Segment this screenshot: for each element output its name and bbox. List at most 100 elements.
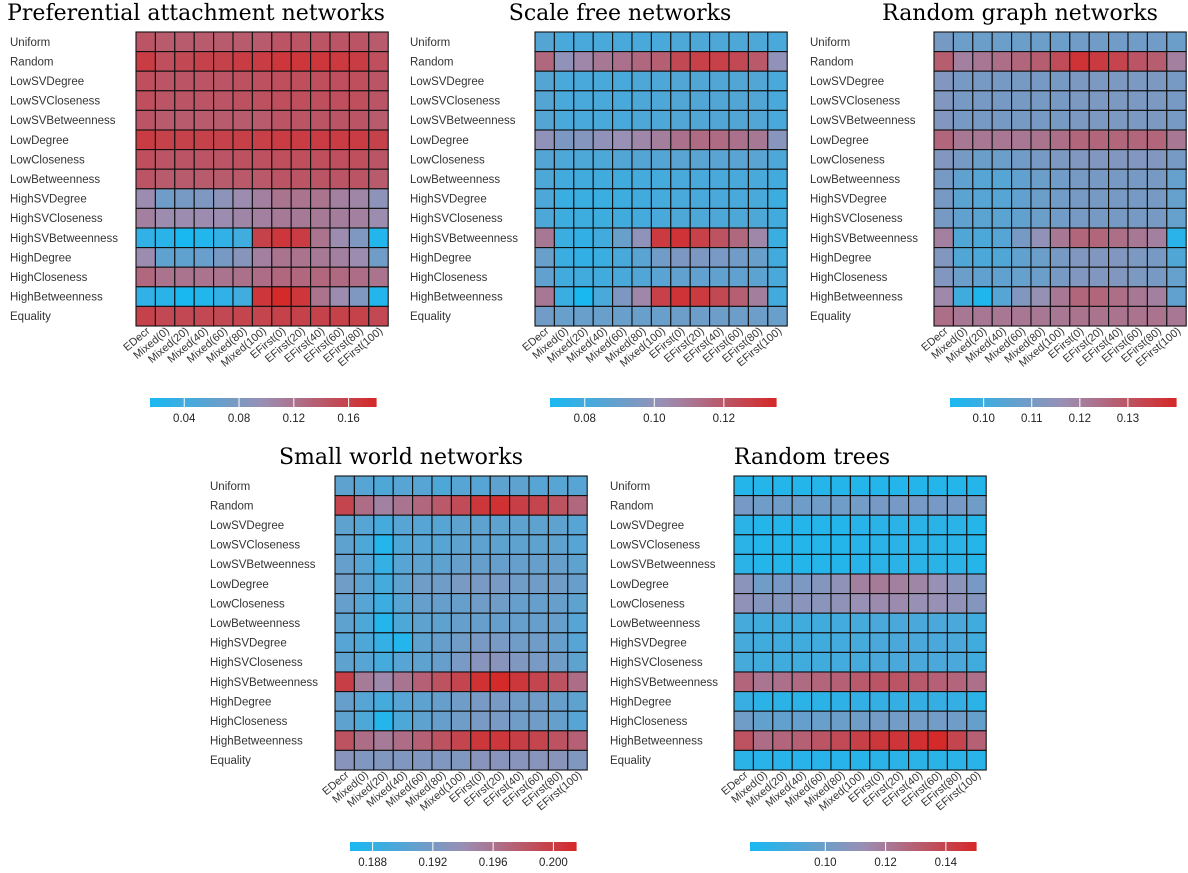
heatmap-cell [972, 227, 993, 249]
colorbar-segment [911, 842, 917, 851]
heatmap-cell [232, 31, 253, 53]
colorbar-segment [459, 842, 464, 851]
heatmap-cell [353, 632, 375, 653]
colorbar-segment [980, 398, 985, 407]
colorbar-segment [451, 842, 457, 851]
heatmap-cell [1049, 286, 1071, 307]
heatmap-cell [290, 90, 312, 111]
colorbar-segment [1051, 398, 1057, 407]
heatmap-cell [946, 612, 968, 634]
heatmap-cell [348, 109, 370, 131]
heatmap-cell [869, 553, 890, 575]
colorbar-segment [225, 398, 230, 407]
heatmap-cell [709, 266, 730, 288]
heatmap-cell [888, 553, 910, 575]
heatmap-cell [470, 475, 491, 497]
heatmap-cell [1088, 51, 1110, 72]
heatmap-cell [888, 632, 910, 653]
heatmap-cell [392, 710, 414, 732]
colorbar-segment [1111, 398, 1117, 407]
heatmap-cell [329, 31, 350, 53]
heatmap-cell [689, 188, 711, 209]
colorbar-segment [414, 842, 419, 851]
heatmap-cell [412, 495, 433, 516]
heatmap-cell [991, 70, 1013, 92]
heatmap-cell [431, 749, 452, 771]
heatmap-cell [631, 109, 652, 131]
heatmap-cell [573, 207, 594, 229]
heatmap-cell [470, 632, 491, 653]
heatmap-cell [1088, 227, 1110, 249]
heatmap-cell [329, 168, 350, 190]
heatmap-cell [670, 129, 691, 151]
heatmap-cell [972, 305, 993, 327]
colorbar-segment [896, 842, 902, 851]
heatmap-cell [1146, 247, 1168, 268]
heatmap-cell [290, 286, 312, 307]
colorbar-segment [674, 398, 679, 407]
heatmap-cell [135, 305, 156, 327]
heatmap-cell [528, 475, 549, 497]
heatmap-cell [612, 109, 633, 131]
colorbar-segment [750, 842, 755, 851]
heatmap-cell [392, 534, 414, 555]
heatmap-cell [927, 612, 948, 634]
colorbar-segment [942, 842, 947, 851]
colorbar-segment [353, 842, 359, 851]
heatmap-cell [567, 495, 588, 516]
heatmap-cell [927, 671, 948, 693]
heatmap-cell [747, 227, 769, 249]
heatmap-cell [631, 168, 652, 190]
heatmap-cell [791, 632, 813, 653]
heatmap-cell [1069, 129, 1090, 151]
colorbar-segment [836, 842, 841, 851]
heatmap-cell [991, 207, 1013, 229]
heatmap-cell [573, 305, 594, 327]
row-label: HighCloseness [610, 716, 688, 728]
heatmap-cell [927, 691, 948, 712]
heatmap-cell [1049, 70, 1071, 92]
colorbar-segment [221, 398, 226, 407]
heatmap-cell [368, 90, 389, 111]
colorbar-segment [229, 398, 234, 407]
heatmap-cell [392, 671, 414, 693]
heatmap-cell [547, 651, 569, 673]
heatmap-cell [193, 188, 215, 209]
row-label: LowCloseness [210, 598, 285, 610]
heatmap-cell [946, 514, 968, 536]
heatmap-cell [193, 207, 215, 229]
row-label: HighSVDegree [810, 194, 887, 206]
colorbar-segment [470, 842, 475, 851]
colorbar-segment [1036, 398, 1041, 407]
heatmap-cell [368, 266, 389, 288]
heatmap-cell [310, 129, 331, 151]
heatmap-cell [728, 305, 749, 327]
colorbar-segment [738, 398, 743, 407]
heatmap-cell [752, 612, 774, 634]
heatmap-cell [670, 286, 691, 307]
heatmap-cell [1069, 188, 1090, 209]
colorbar-segment [432, 842, 438, 851]
heatmap-cell [1166, 31, 1187, 53]
colorbar-segment [1160, 398, 1166, 407]
row-label: Random [10, 56, 53, 68]
heatmap-cell [271, 227, 292, 249]
heatmap-cell [213, 286, 234, 307]
heatmap-cell [135, 188, 156, 209]
colorbar-segment [840, 842, 845, 851]
heatmap-cell [489, 612, 511, 634]
colorbar-segment [263, 398, 268, 407]
heatmap-cell [1049, 227, 1071, 249]
row-label: Equality [610, 755, 651, 767]
colorbar-segment [817, 842, 823, 851]
heatmap-cell [1146, 188, 1168, 209]
heatmap-cell [767, 188, 788, 209]
heatmap-cell [373, 749, 394, 771]
heatmap-cell [193, 109, 215, 131]
heatmap-cell [830, 475, 851, 497]
colorbar-segment [1168, 398, 1173, 407]
heatmap-cell [470, 534, 491, 555]
heatmap-cell [392, 514, 414, 536]
heatmap-cell [631, 266, 652, 288]
heatmap-cell [1088, 286, 1110, 307]
